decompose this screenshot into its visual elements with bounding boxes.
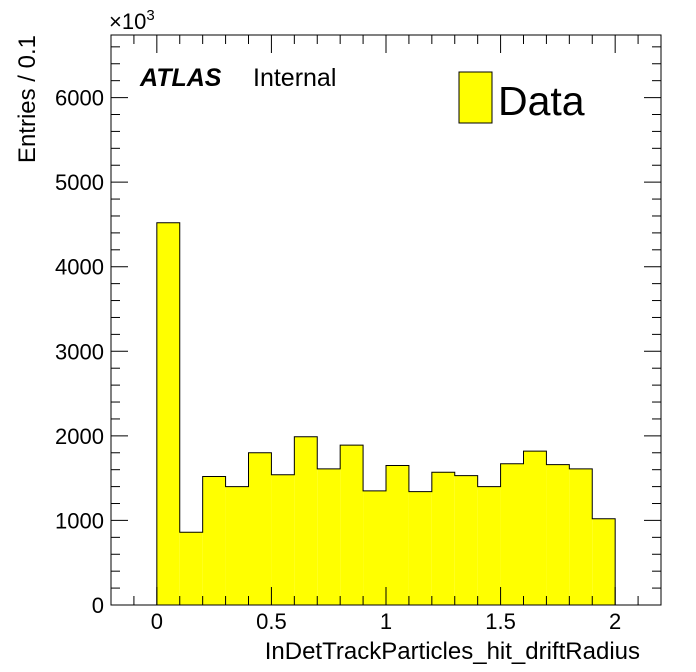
legend-label: Data	[498, 78, 585, 124]
y-tick-label: 5000	[55, 170, 104, 195]
x-tick-label: 1.5	[485, 609, 516, 634]
histogram-bar	[271, 474, 295, 605]
y-multiplier-base: ×10	[109, 9, 146, 34]
x-axis-title: InDetTrackParticles_hit_driftRadius	[265, 638, 640, 665]
histogram-bar	[523, 451, 547, 605]
histogram-bar	[454, 475, 478, 605]
histogram-bar	[569, 468, 593, 605]
axis-ticks	[110, 35, 662, 606]
x-tick-label: 2	[609, 609, 621, 634]
y-tick-label: 0	[92, 593, 104, 618]
histogram-bar	[431, 472, 455, 605]
y-tick-label: 6000	[55, 86, 104, 111]
axis-tick-labels: 0 0.5 1 1.5 2 0 1000 2000 3000 4000 5000 6000	[55, 86, 621, 634]
histogram-bar	[317, 468, 341, 605]
histogram-bar	[156, 222, 180, 605]
x-tick-label: 1	[380, 609, 392, 634]
y-tick-label: 4000	[55, 255, 104, 280]
histogram-bars	[156, 222, 616, 605]
legend-swatch	[458, 71, 493, 124]
histogram-outline	[156, 222, 616, 605]
histogram-bar	[477, 486, 501, 605]
status-label: Internal	[253, 64, 336, 92]
y-tick-label: 3000	[55, 339, 104, 364]
y-multiplier-exponent: 3	[146, 7, 154, 24]
histogram-bar	[386, 465, 409, 605]
histogram-bar	[592, 518, 616, 605]
histogram-bar	[546, 464, 570, 605]
histogram-bar	[294, 436, 318, 605]
atlas-label: ATLAS	[139, 64, 222, 92]
histogram-bar	[248, 452, 272, 605]
y-axis-title: Entries / 0.1	[14, 35, 41, 163]
histogram-bar	[363, 490, 386, 605]
y-tick-label: 1000	[55, 508, 104, 533]
histogram-bar	[500, 463, 524, 605]
histogram-bar	[225, 486, 249, 605]
y-tick-label: 2000	[55, 424, 104, 449]
histogram-bar	[202, 476, 226, 605]
y-multiplier-label: ×103	[109, 7, 155, 34]
histogram-bar	[408, 491, 432, 605]
histogram-bar	[340, 445, 364, 605]
histogram-bar	[179, 532, 203, 605]
x-tick-label: 0.5	[256, 609, 287, 634]
x-tick-label: 0	[151, 609, 163, 634]
